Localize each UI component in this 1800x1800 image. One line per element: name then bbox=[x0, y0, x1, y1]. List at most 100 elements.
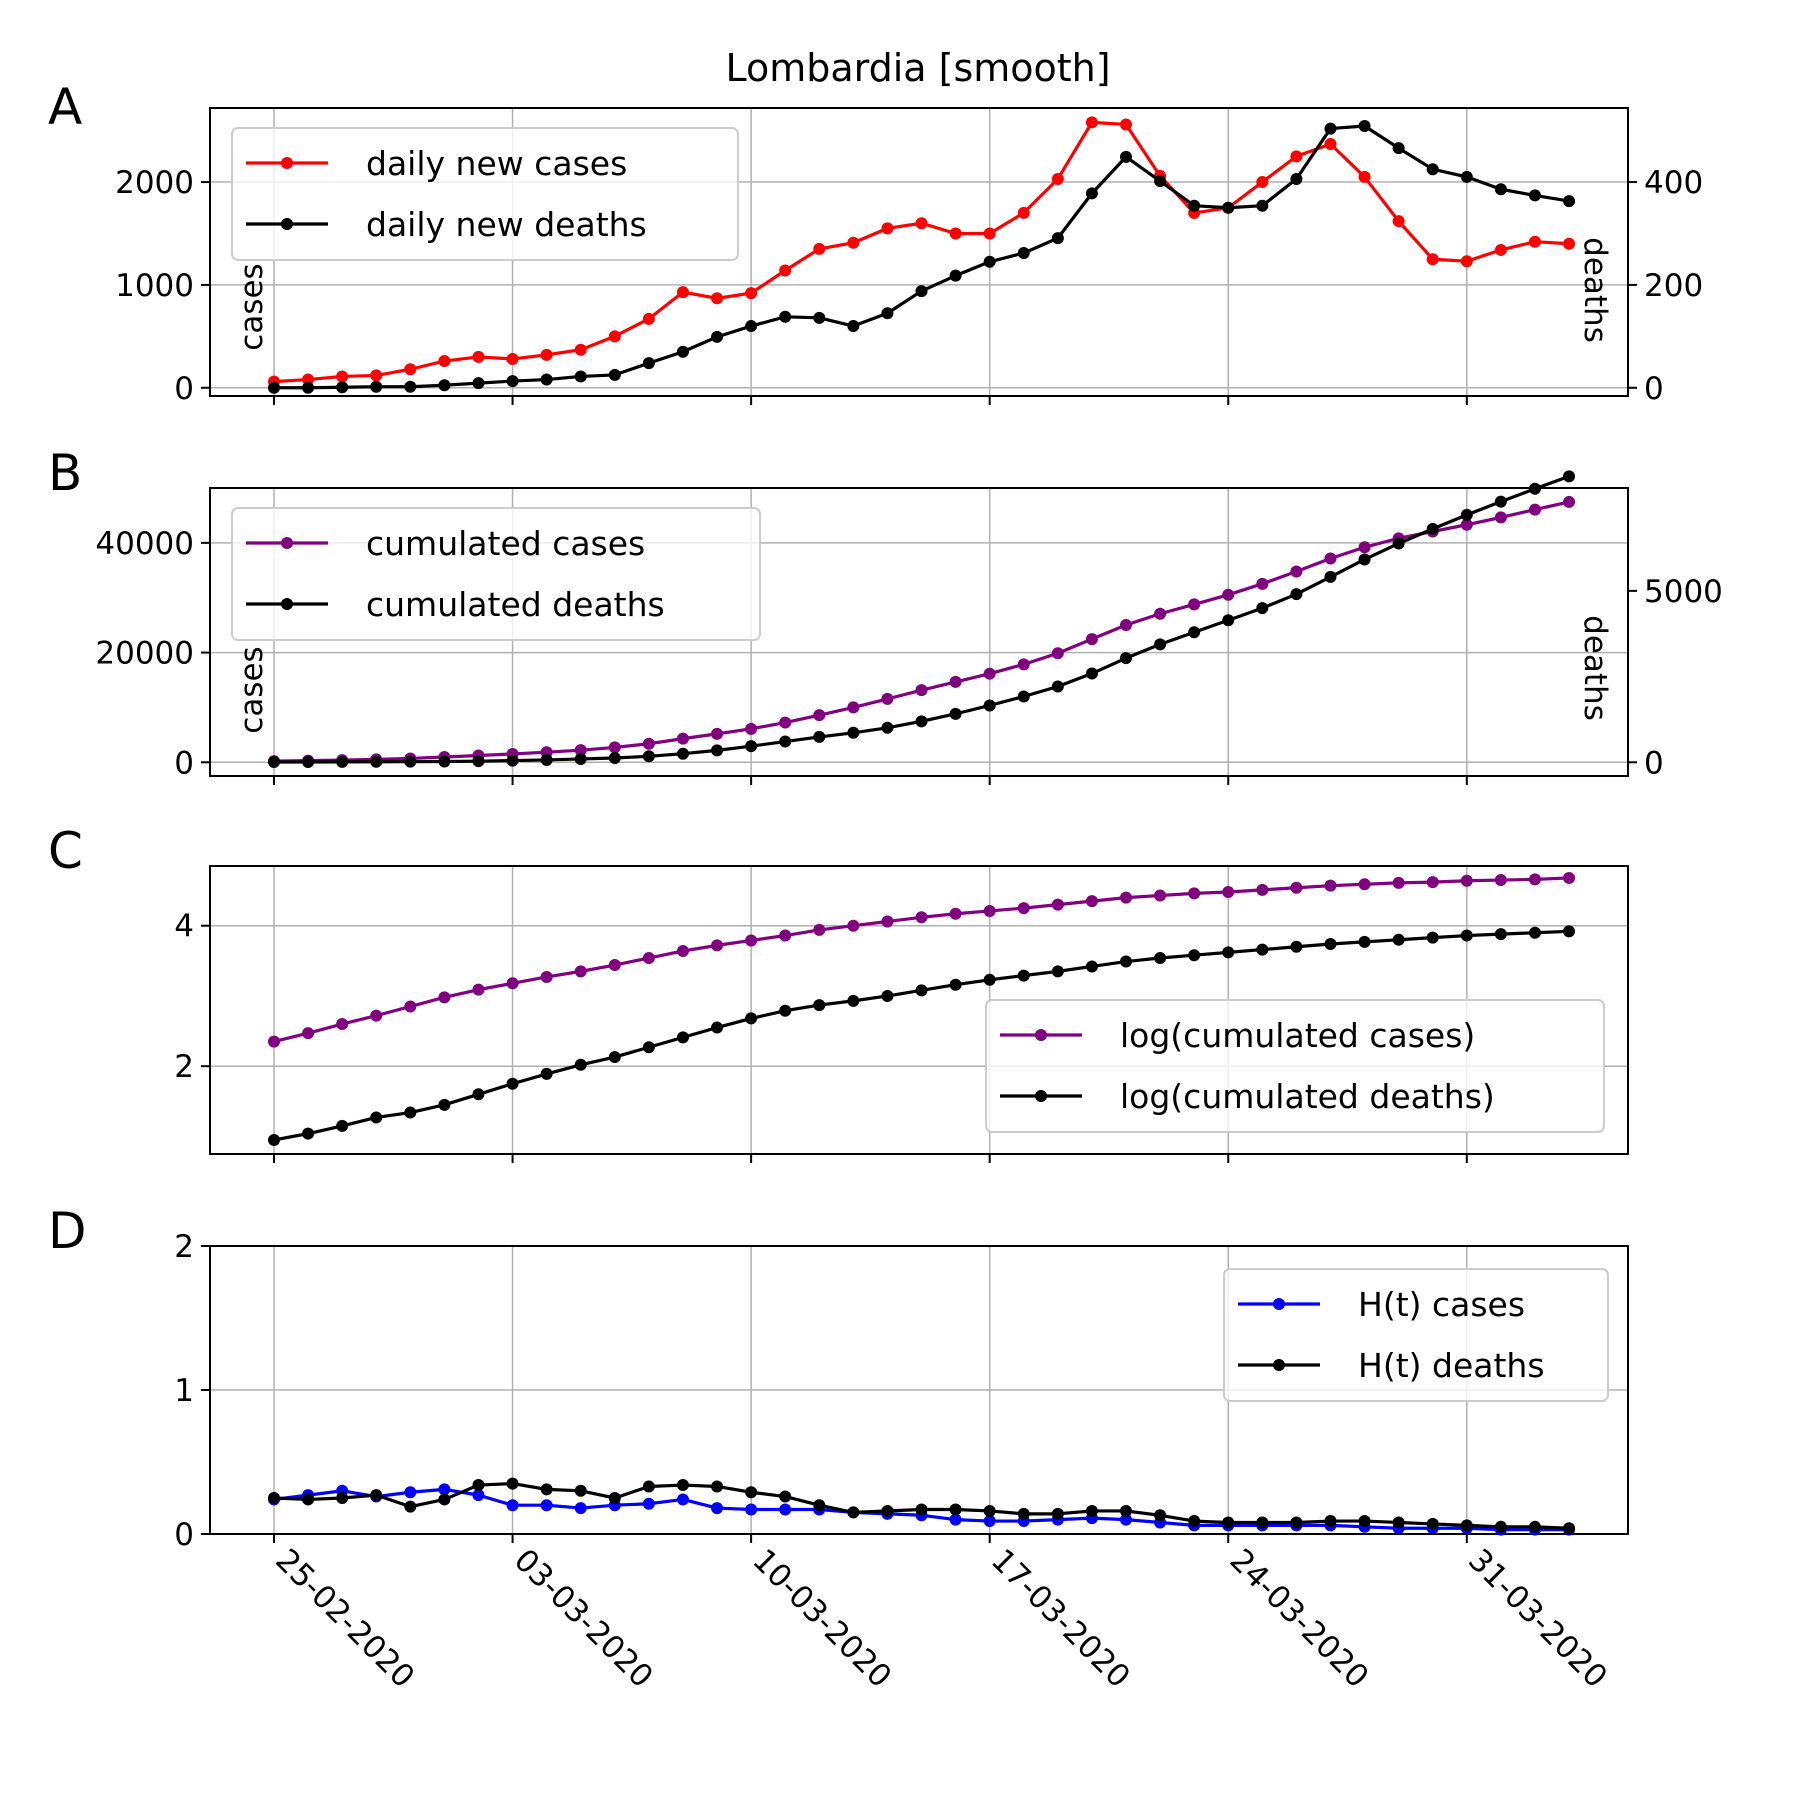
data-point bbox=[1222, 201, 1235, 214]
data-point bbox=[1324, 570, 1337, 583]
data-point bbox=[779, 735, 792, 748]
data-point bbox=[915, 984, 928, 997]
data-point bbox=[949, 675, 962, 688]
data-point bbox=[1460, 929, 1473, 942]
data-point bbox=[1563, 1522, 1576, 1535]
data-point bbox=[745, 1012, 758, 1025]
panel-letter: A bbox=[48, 78, 82, 136]
data-point bbox=[1222, 588, 1235, 601]
data-point bbox=[1528, 873, 1541, 886]
data-point bbox=[983, 1504, 996, 1517]
data-point bbox=[268, 381, 280, 394]
y-right-axis-label: deaths bbox=[1577, 237, 1613, 343]
y-tick-label: 1000 bbox=[115, 268, 194, 304]
legend-label: daily new deaths bbox=[366, 205, 647, 244]
data-point bbox=[336, 1119, 349, 1132]
data-point bbox=[983, 699, 996, 712]
data-point bbox=[642, 737, 655, 750]
data-point bbox=[506, 1077, 519, 1090]
data-point bbox=[1017, 969, 1030, 982]
data-point bbox=[1358, 553, 1371, 566]
data-point bbox=[745, 320, 758, 333]
y-right-tick-label: 5000 bbox=[1644, 574, 1723, 610]
data-point bbox=[438, 355, 451, 368]
data-point bbox=[881, 222, 894, 235]
data-point bbox=[574, 744, 587, 757]
data-point bbox=[1120, 619, 1132, 632]
data-point bbox=[779, 264, 792, 277]
legend-marker bbox=[1035, 1090, 1047, 1102]
data-point bbox=[711, 744, 724, 757]
data-point bbox=[1426, 163, 1439, 176]
data-point bbox=[745, 722, 758, 735]
data-point bbox=[1494, 1520, 1507, 1533]
data-point bbox=[540, 1067, 553, 1080]
data-point bbox=[1256, 1516, 1269, 1529]
data-point bbox=[540, 970, 553, 983]
data-point bbox=[1528, 503, 1541, 516]
x-tick-label: 17-03-2020 bbox=[984, 1542, 1137, 1695]
data-point bbox=[1120, 1504, 1132, 1517]
legend-box bbox=[231, 507, 761, 641]
data-point bbox=[915, 715, 928, 728]
data-point bbox=[1051, 172, 1064, 185]
y-tick-label: 2 bbox=[174, 1229, 194, 1265]
data-point bbox=[472, 983, 485, 996]
data-point bbox=[676, 1493, 689, 1506]
data-point bbox=[1017, 690, 1030, 703]
data-point bbox=[1051, 1507, 1064, 1520]
data-point bbox=[1154, 175, 1167, 188]
data-point bbox=[642, 750, 655, 763]
data-point bbox=[1392, 215, 1405, 228]
y-right-tick-label: 200 bbox=[1644, 268, 1703, 304]
legend: cumulated cases cumulated deaths bbox=[231, 507, 761, 641]
legend-box bbox=[1223, 1268, 1609, 1402]
data-point bbox=[813, 709, 826, 722]
panel-d: D 0 1 2 H(t) cases H(t) deaths bbox=[48, 1202, 1629, 1553]
data-point bbox=[779, 1004, 792, 1017]
axes-frame bbox=[209, 107, 1629, 397]
legend: H(t) cases H(t) deaths bbox=[1223, 1268, 1609, 1402]
data-point bbox=[779, 1503, 792, 1516]
data-point bbox=[506, 1499, 519, 1512]
data-point bbox=[847, 236, 860, 249]
data-point bbox=[1563, 871, 1576, 884]
data-point bbox=[1222, 614, 1235, 627]
data-point bbox=[472, 350, 485, 363]
data-point bbox=[1290, 881, 1303, 894]
data-point bbox=[336, 381, 349, 394]
data-point bbox=[983, 973, 996, 986]
data-point bbox=[1324, 937, 1337, 950]
data-point bbox=[915, 684, 928, 697]
x-tick-label: 10-03-2020 bbox=[745, 1542, 898, 1695]
panel-c: C 2 4 log(cumulated cases) log(cumulated dea… bbox=[48, 822, 1629, 1163]
y-axis-label: cases bbox=[234, 646, 270, 733]
data-point bbox=[1222, 885, 1235, 898]
data-point bbox=[676, 1479, 689, 1492]
data-point bbox=[608, 752, 621, 764]
data-point bbox=[1494, 495, 1507, 508]
data-point bbox=[711, 939, 724, 952]
data-point bbox=[404, 1486, 417, 1499]
data-point bbox=[881, 915, 894, 928]
data-point bbox=[1392, 142, 1405, 155]
data-point bbox=[1017, 902, 1030, 915]
data-point bbox=[404, 363, 417, 376]
data-point bbox=[1085, 895, 1098, 908]
data-point bbox=[983, 255, 996, 268]
axes-frame bbox=[209, 865, 1629, 1155]
data-point bbox=[1017, 1507, 1030, 1520]
data-point bbox=[1256, 199, 1269, 212]
y-tick-label: 4 bbox=[174, 909, 194, 945]
data-point bbox=[1051, 647, 1064, 660]
data-point bbox=[608, 741, 621, 754]
legend-box bbox=[985, 999, 1605, 1133]
y-tick-label: 40000 bbox=[95, 526, 194, 562]
data-point bbox=[1324, 879, 1337, 892]
data-point bbox=[847, 919, 860, 932]
data-point bbox=[847, 726, 860, 739]
legend-box bbox=[231, 127, 739, 261]
data-point bbox=[779, 929, 792, 942]
data-point bbox=[642, 312, 655, 325]
data-point bbox=[1290, 940, 1303, 953]
